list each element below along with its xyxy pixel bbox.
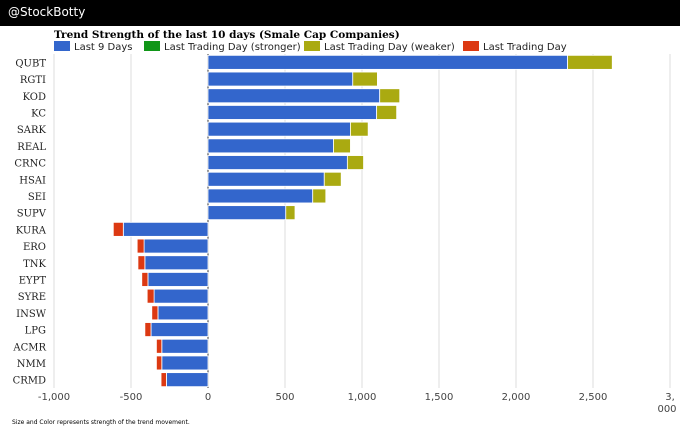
x-tick-label-0: 0 (205, 392, 211, 403)
x-tick-label-3000: 3, 000 (657, 392, 676, 415)
x-tick-label-1000: -1,000 (38, 392, 70, 403)
category-label-real: REAL (17, 142, 46, 153)
category-label-lpg: LPG (25, 326, 46, 337)
bar-rgti-last-9-days (207, 71, 354, 87)
footnote: Size and Color represents strength of th… (12, 419, 190, 426)
bar-qubt-last-trading-day-weaker (567, 54, 613, 70)
category-label-eypt: EYPT (19, 275, 47, 286)
bar-lpg-last-9-days (150, 322, 209, 337)
bar-kc-last-trading-day-weaker (376, 105, 398, 120)
category-label-acmr: ACMR (12, 342, 46, 353)
bar-insw-last-trading-day (151, 305, 159, 321)
bar-syre-last-9-days (153, 288, 209, 304)
bar-insw-last-9-days (157, 305, 209, 321)
grid-lines (53, 54, 671, 388)
bar-supv-last-9-days (207, 205, 287, 221)
bar-lpg-last-trading-day (144, 322, 152, 337)
bar-sei-last-trading-day-weaker (312, 188, 327, 204)
bar-crmd-last-trading-day (160, 372, 167, 388)
bar-real-last-9-days (207, 138, 334, 154)
bar-eypt-last-trading-day (141, 272, 149, 287)
bar-crnc-last-9-days (207, 155, 348, 170)
bars (112, 54, 613, 388)
bar-nmm-last-9-days (161, 355, 209, 371)
x-tick-label-2000: 2,000 (502, 392, 531, 403)
legend-swatch-last-trading-day-stronger (144, 41, 160, 51)
bar-kura-last-trading-day (112, 221, 124, 237)
bar-syre-last-trading-day (146, 288, 155, 304)
bar-crnc-last-trading-day-weaker (346, 155, 364, 170)
category-label-kura: KURA (16, 225, 47, 236)
category-label-hsai: HSAI (19, 175, 46, 186)
bar-real-last-trading-day-weaker (333, 138, 351, 154)
category-label-nmm: NMM (17, 359, 46, 370)
category-label-syre: SYRE (18, 292, 46, 303)
bar-sei-last-9-days (207, 188, 314, 204)
header-bar: @StockBotty (0, 0, 680, 26)
category-label-sei: SEI (28, 192, 46, 203)
bar-acmr-last-trading-day (156, 338, 163, 354)
category-label-ero: ERO (23, 242, 46, 253)
bar-kod-last-trading-day-weaker (379, 88, 401, 104)
category-label-rgti: RGTI (20, 75, 46, 86)
legend-swatch-last-trading-day-weaker (304, 41, 320, 51)
x-tick-label-2500: 2,500 (579, 392, 608, 403)
chart-title: Trend Strength of the last 10 days (Smal… (54, 29, 400, 41)
bar-qubt-last-9-days (207, 54, 568, 70)
legend-swatch-last-9-days (54, 41, 70, 51)
x-tick-label-1500: 1,500 (425, 392, 454, 403)
x-tick-label-500: -500 (120, 392, 143, 403)
bar-crmd-last-9-days (166, 372, 209, 388)
bar-kod-last-9-days (207, 88, 381, 104)
brand-label: @StockBotty (8, 5, 86, 19)
bar-acmr-last-9-days (161, 338, 209, 354)
category-label-kc: KC (31, 108, 46, 119)
bar-rgti-last-trading-day-weaker (352, 71, 378, 87)
category-label-qubt: QUBT (15, 58, 46, 69)
x-tick-label-500: 500 (275, 392, 294, 403)
bar-sark-last-trading-day-weaker (350, 121, 369, 137)
legend-label-last-trading-day: Last Trading Day (483, 42, 567, 53)
category-label-supv: SUPV (17, 209, 47, 220)
bar-ero-last-trading-day (136, 238, 145, 254)
bar-tnk-last-9-days (144, 255, 209, 271)
bar-nmm-last-trading-day (156, 355, 163, 371)
bar-tnk-last-trading-day (137, 255, 146, 271)
bar-hsai-last-9-days (207, 171, 325, 187)
bar-eypt-last-9-days (147, 272, 209, 287)
x-tick-labels: -1,000 -500 0 500 1,000 1,500 2,000 2,500 3, 000 (38, 392, 677, 415)
bar-ero-last-9-days (143, 238, 209, 254)
bar-hsai-last-trading-day-weaker (323, 171, 342, 187)
bar-sark-last-9-days (207, 121, 351, 137)
legend-label-last-9-days: Last 9 Days (74, 42, 133, 53)
x-tick-label-1000: 1,000 (348, 392, 377, 403)
legend: Last 9 Days Last Trading Day (stronger) La… (54, 41, 567, 53)
bar-kc-last-9-days (207, 105, 378, 120)
category-label-crnc: CRNC (14, 159, 46, 170)
legend-swatch-last-trading-day (463, 41, 479, 51)
legend-label-last-trading-day-weaker: Last Trading Day (weaker) (324, 42, 455, 53)
category-label-kod: KOD (23, 92, 46, 103)
legend-label-last-trading-day-stronger: Last Trading Day (stronger) (164, 42, 301, 53)
bar-supv-last-trading-day-weaker (285, 205, 296, 221)
category-labels: QUBT RGTI KOD KC SARK REAL CRNC HSAI SEI SUPV KURA… (12, 58, 46, 386)
category-label-tnk: TNK (23, 259, 46, 270)
bar-kura-last-9-days (122, 221, 209, 237)
category-label-sark: SARK (17, 125, 47, 136)
trend-strength-chart: Trend Strength of the last 10 days (Smal… (12, 29, 677, 415)
category-label-crmd: CRMD (13, 376, 46, 387)
category-label-insw: INSW (16, 309, 47, 320)
